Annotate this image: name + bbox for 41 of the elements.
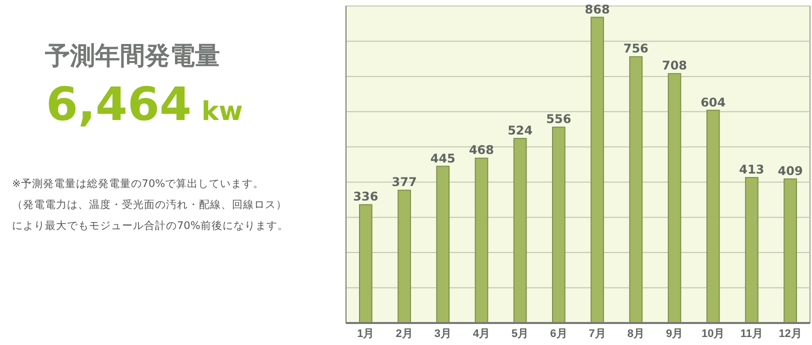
x-tick-label: 11月 bbox=[740, 328, 764, 340]
bar bbox=[629, 56, 643, 324]
data-label: 756 bbox=[623, 42, 648, 56]
data-label: 445 bbox=[430, 151, 456, 166]
x-tick-label: 1月 bbox=[357, 328, 374, 340]
text: 予測年間発電量 bbox=[44, 41, 220, 70]
bar bbox=[359, 204, 372, 324]
bar bbox=[398, 190, 411, 324]
data-label: 409 bbox=[778, 164, 803, 178]
data-label: 708 bbox=[662, 58, 688, 73]
data-label: 468 bbox=[468, 143, 494, 158]
x-tick-label: 6月 bbox=[550, 328, 568, 340]
x-tick-label: 2月 bbox=[396, 328, 413, 340]
x-tick-label: 10月 bbox=[701, 328, 725, 340]
bar bbox=[745, 177, 758, 324]
data-label: 868 bbox=[584, 2, 610, 16]
text: ※予測発電量は総発電量の70%で算出しています。 bbox=[12, 177, 264, 190]
data-label: 556 bbox=[546, 112, 572, 126]
text: （発電電力は、温度・受光面の汚れ・配線、回線ロス） bbox=[12, 198, 287, 211]
x-tick-label: 12月 bbox=[778, 328, 802, 340]
bar bbox=[474, 158, 488, 324]
bar bbox=[513, 138, 527, 324]
bar bbox=[784, 178, 797, 324]
bar bbox=[436, 166, 450, 324]
data-label: 377 bbox=[392, 175, 417, 190]
x-tick-label: 3月 bbox=[434, 328, 452, 340]
x-tick-label: 8月 bbox=[627, 328, 644, 340]
data-label: 413 bbox=[739, 162, 764, 177]
bar bbox=[590, 16, 604, 324]
text: 6,464 kw bbox=[46, 77, 243, 131]
data-label: 524 bbox=[508, 123, 533, 138]
bar bbox=[706, 110, 720, 324]
data-label: 604 bbox=[700, 95, 726, 110]
x-tick-label: 4月 bbox=[472, 328, 490, 340]
x-tick-label: 7月 bbox=[588, 328, 606, 340]
data-label: 336 bbox=[353, 190, 378, 204]
bar bbox=[668, 73, 682, 324]
x-tick-label: 9月 bbox=[666, 328, 684, 340]
x-tick-label: 5月 bbox=[512, 328, 529, 340]
text: により最大でもモジュール合計の70%前後になります。 bbox=[12, 219, 288, 232]
bar bbox=[552, 126, 566, 324]
